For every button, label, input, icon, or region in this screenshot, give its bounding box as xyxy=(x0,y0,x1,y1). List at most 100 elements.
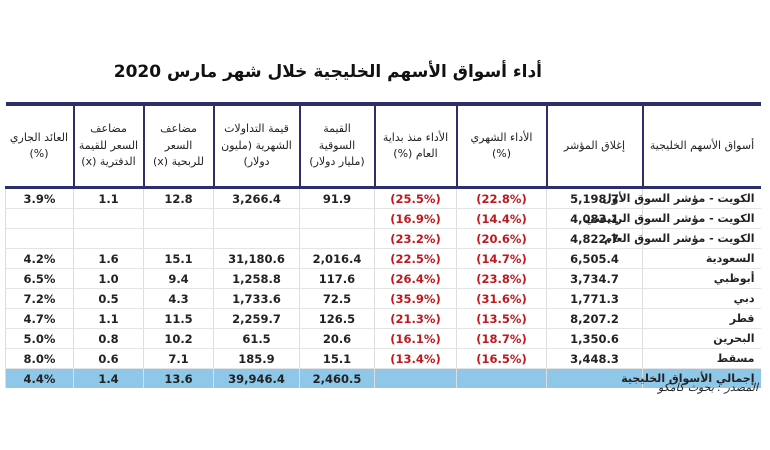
data-row: الكويت - مؤشر السوق الأول 5,198.7 (22.8%)(… xyxy=(5,187,761,209)
cell: 0.6 xyxy=(73,348,144,369)
cell: 0.8 xyxy=(73,328,144,349)
cell: 1.1 xyxy=(73,187,144,209)
row-label: إجمالي الأسواق الخليجية xyxy=(621,368,761,388)
data-row: أبوظبي 3,734.7 (23.8%) (26.4%) 117.6 1,258.8 9… xyxy=(5,268,761,289)
data-row: الكويت - مؤشر السوق العام 4,822.7 (20.6%)(… xyxy=(5,228,761,249)
table-title: أداء أسواق الأسهم الخليجية خلال شهر مارس… xyxy=(113,62,542,82)
cell: 1,350.6 xyxy=(546,328,643,349)
cell: 2,460.5 xyxy=(299,368,375,388)
cell: 31,180.6 xyxy=(213,248,300,269)
cell: 6,505.4 xyxy=(546,248,643,269)
cell: 8,207.2 xyxy=(546,308,643,329)
cell: (35.9%) xyxy=(374,288,457,309)
row-label: مسقط xyxy=(642,348,761,369)
cell: 3,734.7 xyxy=(546,268,643,289)
data-row: دبي 1,771.3 (31.6%) (35.9%) 72.5 1,733.6 4.3 0.… xyxy=(5,288,761,309)
column-header: مضاعف السعر للربحية (x) xyxy=(142,102,214,189)
cell: 12.8 xyxy=(143,187,214,209)
cell xyxy=(374,368,457,388)
cell: 6.5% xyxy=(5,268,74,289)
data-row: الكويت - مؤشر السوق الرئيسي 4,083.1 (14.4%… xyxy=(5,208,761,229)
cell: 13.6 xyxy=(143,368,214,388)
cell: (16.9%) xyxy=(374,208,457,229)
cell xyxy=(73,208,144,229)
column-header: القيمة السوقية (مليار دولار) xyxy=(298,102,375,189)
data-row: السعودية 6,505.4 (14.7%) (22.5%) 2,016.4 31,1… xyxy=(5,248,761,269)
cell: (16.1%) xyxy=(374,328,457,349)
cell xyxy=(299,228,375,249)
cell xyxy=(5,208,74,229)
cell: (13.4%) xyxy=(374,348,457,369)
cell: 15.1 xyxy=(143,248,214,269)
cell: 2,259.7 xyxy=(213,308,300,329)
cell: 5.0% xyxy=(5,328,74,349)
cell: 15.1 xyxy=(299,348,375,369)
row-label: أبوظبي xyxy=(642,268,761,289)
row-label: الكويت - مؤشر السوق الأول xyxy=(602,187,761,209)
column-header: مضاعف السعر للقيمة الدفترية (x) xyxy=(72,102,144,189)
cell: 1.6 xyxy=(73,248,144,269)
cell: 1,733.6 xyxy=(213,288,300,309)
cell: 20.6 xyxy=(299,328,375,349)
cell: 4.3 xyxy=(143,288,214,309)
cell xyxy=(213,208,300,229)
cell xyxy=(299,208,375,229)
cell: (14.7%) xyxy=(456,248,547,269)
cell: (20.6%) xyxy=(456,228,547,249)
column-header: إغلاق المؤشر xyxy=(545,102,643,189)
row-label: قطر xyxy=(642,308,761,329)
cell: 1.4 xyxy=(73,368,144,388)
cell xyxy=(73,228,144,249)
cell: 9.4 xyxy=(143,268,214,289)
table-body: الكويت - مؤشر السوق الأول 5,198.7 (22.8%)(… xyxy=(5,187,761,388)
cell: 7.1 xyxy=(143,348,214,369)
cell: 11.5 xyxy=(143,308,214,329)
cell: 4,083.1 xyxy=(546,208,643,229)
data-row: قطر 8,207.2 (13.5%) (21.3%) 126.5 2,259.7 11.5… xyxy=(5,308,761,329)
column-header: الأداء الشهري (%) xyxy=(455,102,547,189)
data-row: مسقط 3,448.3 (16.5%) (13.4%) 15.1 185.9 7.1 0.6… xyxy=(5,348,761,369)
cell: 126.5 xyxy=(299,308,375,329)
cell: 4.2% xyxy=(5,248,74,269)
cell: (16.5%) xyxy=(456,348,547,369)
cell: 3,266.4 xyxy=(213,187,300,209)
cell: 4,822.7 xyxy=(546,228,643,249)
cell: 0.5 xyxy=(73,288,144,309)
cell: 72.5 xyxy=(299,288,375,309)
cell: 1,771.3 xyxy=(546,288,643,309)
cell: 91.9 xyxy=(299,187,375,209)
cell: 2,016.4 xyxy=(299,248,375,269)
column-header: الأداء منذ بداية العام (%) xyxy=(373,102,457,189)
cell xyxy=(143,228,214,249)
source-note: المصدر : بحوث كامكو xyxy=(657,381,758,394)
cell xyxy=(213,228,300,249)
row-label: الكويت - مؤشر السوق الرئيسي xyxy=(585,208,761,229)
cell xyxy=(143,208,214,229)
row-label: البحرين xyxy=(642,328,761,349)
cell: (31.6%) xyxy=(456,288,547,309)
cell: 185.9 xyxy=(213,348,300,369)
cell: 5,198.7 xyxy=(546,187,643,209)
cell: 1,258.8 xyxy=(213,268,300,289)
row-label: السعودية xyxy=(642,248,761,269)
data-table: أسواق الأسهم الخليجية إغلاق المؤشر الأداء … xyxy=(5,102,761,388)
data-row: البحرين 1,350.6 (18.7%) (16.1%) 20.6 61.5 10.2… xyxy=(5,328,761,349)
cell: 7.2% xyxy=(5,288,74,309)
cell: 3,448.3 xyxy=(546,348,643,369)
row-label: دبي xyxy=(642,288,761,309)
cell: 4.7% xyxy=(5,308,74,329)
cell: (21.3%) xyxy=(374,308,457,329)
cell xyxy=(456,368,547,388)
cell: 3.9% xyxy=(5,187,74,209)
cell: (22.8%) xyxy=(456,187,547,209)
cell: (22.5%) xyxy=(374,248,457,269)
cell: 61.5 xyxy=(213,328,300,349)
cell: 4.4% xyxy=(5,368,74,388)
cell: (18.7%) xyxy=(456,328,547,349)
cell: (25.5%) xyxy=(374,187,457,209)
cell xyxy=(546,368,643,388)
column-header: قيمة التداولات الشهرية (مليون دولار) xyxy=(212,102,300,189)
cell: (26.4%) xyxy=(374,268,457,289)
cell: 10.2 xyxy=(143,328,214,349)
